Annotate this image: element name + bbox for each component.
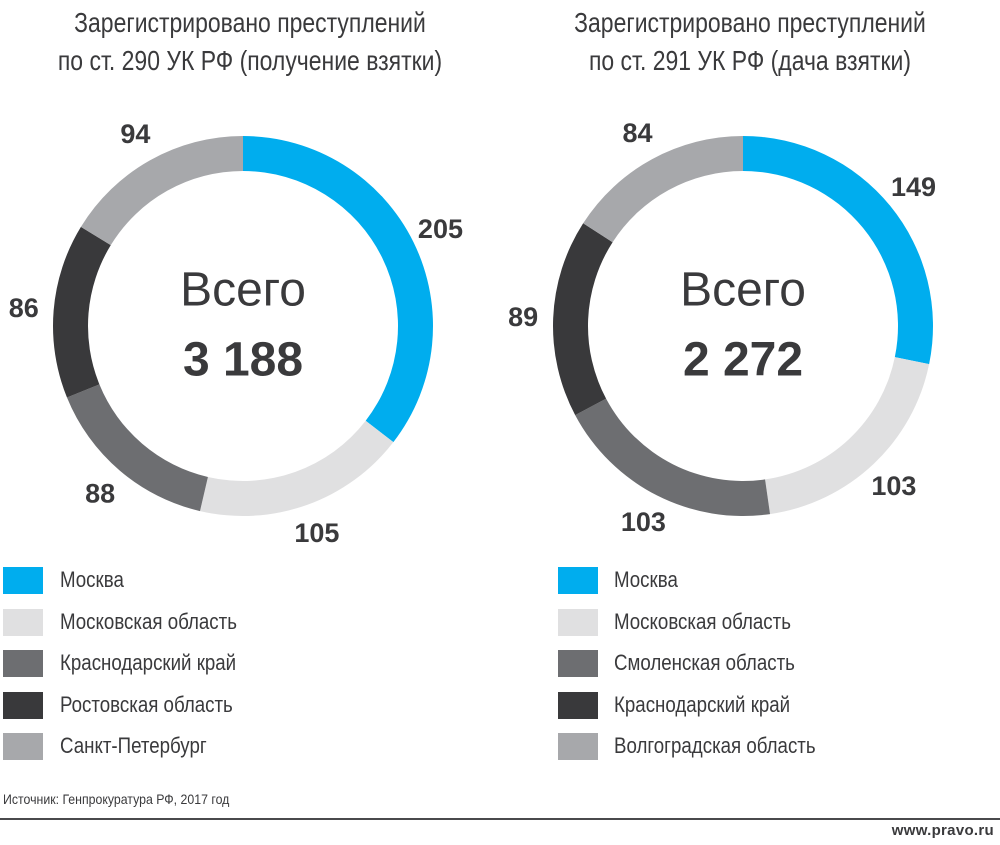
- chart-title-line-2: по ст. 290 УК РФ (получение взятки): [57, 45, 443, 76]
- footer-divider: [0, 818, 1000, 820]
- legend-item-krasnodarskiy-kray: Краснодарский край: [0, 648, 480, 690]
- site-url: www.pravo.ru: [891, 822, 994, 839]
- data-label-krasnodarskiy-kray: 88: [85, 478, 115, 508]
- legend-label: Смоленская область: [614, 650, 795, 675]
- donut-chart: 205 105 88 86 94 Всего 3 188: [9, 119, 463, 548]
- legend-swatch: [558, 608, 598, 636]
- donut-segment-krasnodarskiy-kray: [66, 384, 208, 512]
- legend-swatch: [558, 650, 598, 677]
- legend-label: Краснодарский край: [60, 650, 237, 675]
- chart-title-line-2: по ст. 291 УК РФ (дача взятки): [588, 45, 912, 76]
- source-note: Источник: Генпрокуратура РФ, 2017 год: [3, 791, 230, 807]
- legend-label: Московская область: [614, 608, 791, 634]
- legend-swatch: [3, 733, 43, 760]
- donut-segment-krasnodarskiy-kray: [553, 223, 613, 416]
- legend-item-sankt-peterburg: Санкт-Петербург: [0, 731, 480, 773]
- center-label: Всего: [680, 264, 806, 317]
- data-label-krasnodarskiy-kray: 89: [508, 302, 538, 332]
- legend-label: Московская область: [60, 608, 237, 634]
- chart-title-line-1: Зарегистрировано преступлений: [74, 7, 426, 38]
- legend-label: Москва: [60, 567, 124, 592]
- donut-segment-moskva: [243, 136, 434, 443]
- data-label-moskovskaya-oblast: 105: [294, 518, 339, 548]
- legend-label: Ростовская область: [60, 691, 233, 717]
- legend-item-krasnodarskiy-kray: Краснодарский край: [500, 690, 980, 732]
- data-label-rostovskaya-oblast: 86: [9, 293, 39, 323]
- data-label-volgogradskaya-oblast: 84: [623, 118, 653, 148]
- donut-segment-moskovskaya-oblast: [200, 420, 394, 516]
- center-label: Всего: [180, 264, 306, 317]
- donut-segment-moskva: [743, 136, 933, 365]
- donut-segment-volgogradskaya-oblast: [583, 136, 743, 243]
- data-label-moskovskaya-oblast: 103: [871, 471, 916, 501]
- donut-segment-sankt-peterburg: [80, 136, 244, 246]
- chart-panel-art-290: Зарегистрировано преступлений по ст. 290…: [0, 0, 500, 780]
- legend-label: Москва: [614, 567, 678, 592]
- donut-segment-moskovskaya-oblast: [765, 357, 930, 515]
- legend-swatch: [3, 608, 43, 636]
- legend-swatch: [3, 650, 43, 677]
- legend-label: Краснодарский край: [614, 691, 791, 717]
- legend-item-moskovskaya-oblast: Московская область: [0, 607, 480, 649]
- legend-item-rostovskaya-oblast: Ростовская область: [0, 690, 480, 732]
- data-label-moskva: 149: [891, 172, 936, 202]
- chart-panel-art-291: Зарегистрировано преступлений по ст. 291…: [500, 0, 1000, 780]
- center-total: 3 188: [183, 334, 303, 387]
- data-label-moskva: 205: [418, 214, 463, 244]
- center-total: 2 272: [683, 334, 803, 387]
- legend-item-moskva: Москва: [0, 565, 480, 607]
- data-label-sankt-peterburg: 94: [120, 119, 150, 149]
- chart-title: Зарегистрировано преступлений по ст. 291…: [545, 4, 955, 80]
- donut-chart: 149 103 103 89 84 Всего 2 272: [508, 118, 936, 537]
- legend-swatch: [3, 691, 43, 719]
- data-label-smolenskaya-oblast: 103: [621, 507, 666, 537]
- legend-item-moskva: Москва: [500, 565, 980, 607]
- legend-item-smolenskaya-oblast: Смоленская область: [500, 648, 980, 690]
- legend-swatch: [558, 567, 598, 594]
- chart-title: Зарегистрировано преступлений по ст. 290…: [45, 4, 455, 80]
- legend-item-volgogradskaya-oblast: Волгоградская область: [500, 731, 980, 773]
- legend: Москва Московская область Краснодарский кр…: [0, 565, 480, 773]
- legend-swatch: [558, 733, 598, 760]
- legend-item-moskovskaya-oblast: Московская область: [500, 607, 980, 649]
- legend-label: Санкт-Петербург: [60, 733, 207, 758]
- legend-swatch: [558, 691, 598, 719]
- chart-title-line-1: Зарегистрировано преступлений: [574, 7, 926, 38]
- legend-label: Волгоградская область: [614, 733, 816, 758]
- legend: Москва Московская область Смоленская облас…: [500, 565, 980, 773]
- donut-segment-smolenskaya-oblast: [575, 398, 771, 516]
- donut-segment-rostovskaya-oblast: [53, 226, 111, 398]
- legend-swatch: [3, 567, 43, 594]
